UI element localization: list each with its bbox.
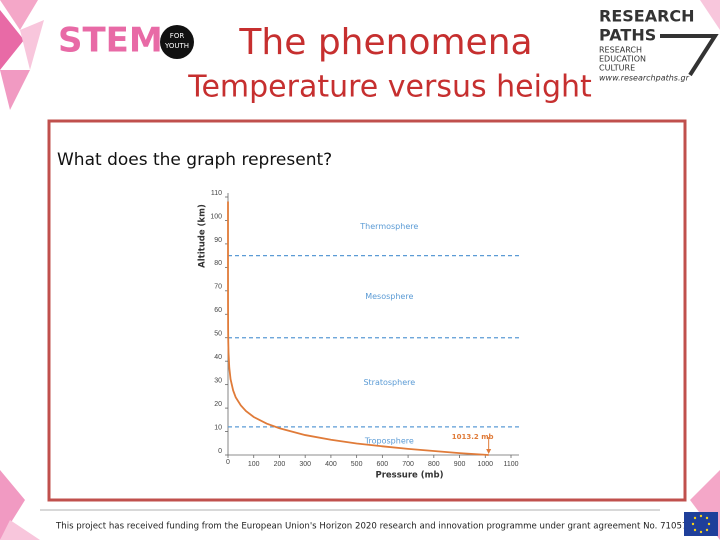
badge-text: YOUTH	[164, 42, 189, 50]
y-tick-label: 10	[214, 424, 222, 431]
annotation-arrowhead	[486, 449, 492, 454]
logo-name: PATHS	[599, 26, 656, 45]
y-tick-label: 70	[214, 284, 222, 291]
y-tick-label: 80	[214, 260, 222, 267]
logo-url: www.researchpaths.gr	[599, 74, 690, 83]
x-tick-label: 100	[248, 461, 260, 468]
question: What does the graph represent?	[57, 150, 332, 170]
y-axis-label: Altitude (km)	[198, 204, 208, 268]
y-tick-label: 20	[214, 401, 222, 408]
y-tick-label: 0	[218, 448, 222, 455]
x-tick-label: 200	[274, 461, 286, 468]
y-tick-label: 30	[214, 377, 222, 384]
y-tick-label: 100	[210, 213, 222, 220]
x-tick-label: 900	[454, 461, 466, 468]
badge-text: FOR	[170, 32, 185, 40]
subtitle: Temperature versus height	[187, 70, 592, 105]
layer-label: Troposphere	[364, 436, 414, 445]
x-tick-label: 600	[377, 461, 389, 468]
x-tick-label: 300	[299, 461, 311, 468]
y-tick-label: 110	[211, 190, 222, 197]
layer-label: Thermosphere	[359, 222, 418, 231]
y-tick-label: 60	[214, 307, 222, 314]
y-tick-label: 90	[214, 237, 222, 244]
layer-label: Mesosphere	[365, 292, 413, 301]
research-logo: RESEARCH PATHS RESEARCH EDUCATION CULTUR…	[599, 7, 719, 83]
annotation-label: 1013.2 mb	[452, 433, 494, 441]
x-tick-label: 1000	[477, 461, 493, 468]
logo-tagline: RESEARCH	[599, 46, 642, 55]
x-axis-label: Pressure (mb)	[376, 471, 444, 481]
x-tick-label: 500	[351, 461, 363, 468]
y-tick-label: 40	[214, 354, 222, 361]
logo-name: RESEARCH	[599, 7, 695, 26]
pressure-curve	[227, 201, 489, 456]
content-frame	[47, 119, 687, 502]
title: The phenomena	[238, 22, 532, 63]
x-tick-label: 1100	[503, 461, 518, 468]
stem-logo: STEM FOR YOUTH	[58, 21, 194, 61]
footer-text: This project has received funding from t…	[55, 522, 693, 532]
eu-flag	[684, 512, 718, 536]
x-tick-label: 0	[226, 459, 230, 466]
stem-text: STEM	[58, 21, 163, 61]
x-tick-label: 800	[428, 461, 440, 468]
x-tick-label: 700	[402, 461, 414, 468]
x-tick-label: 400	[325, 461, 337, 468]
logo-tagline: CULTURE	[599, 64, 635, 73]
logo-tagline: EDUCATION	[599, 55, 646, 64]
y-tick-label: 50	[214, 331, 222, 338]
layer-label: Stratosphere	[363, 378, 415, 387]
